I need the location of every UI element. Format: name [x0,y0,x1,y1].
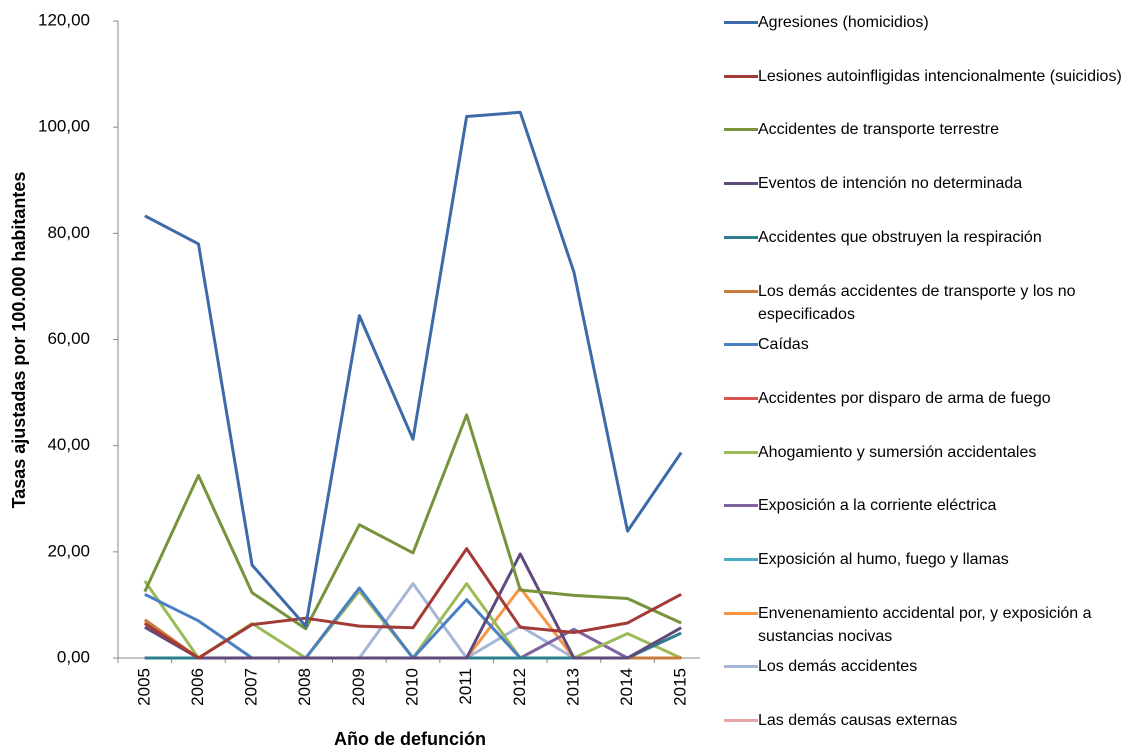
x-tick-label: 2009 [349,668,368,706]
chart: Tasas ajustadas por 100.000 habitantes A… [9,10,700,749]
series-line [144,110,683,628]
legend-label: Caídas [758,336,809,354]
legend-swatch [724,235,758,239]
series-line [144,547,682,660]
legend-label: Accidentes de transporte terrestre [758,121,1000,139]
x-tick-label: 2015 [671,668,690,706]
legend-label: Lesiones autoinfligidas intencionalmente… [758,67,1122,85]
y-tick-label: 20,00 [47,541,90,560]
y-tick-label: 60,00 [47,329,90,348]
legend-swatch [724,396,758,400]
legend-entry: Lesiones autoinfligidas intencionalmente… [724,65,1144,88]
legend-entry: Envenenamiento accidental por, y exposic… [724,602,1144,648]
legend-entry: Ahogamiento y sumersión accidentales [724,441,1144,464]
legend-label: Exposición a la corriente eléctrica [758,497,997,515]
legend-entry: Accidentes de transporte terrestre [724,118,1144,141]
legend-entry: Accidentes por disparo de arma de fuego [724,387,1144,410]
x-tick-label: 2006 [188,668,207,706]
legend-swatch [724,21,758,24]
x-tick-label: 2012 [510,668,529,706]
x-tick-label: 2011 [456,668,475,705]
legend-swatch [724,289,758,293]
legend-swatch [724,504,758,508]
legend-entry: Agresiones (homicidios) [724,11,1144,34]
x-axis-title: Año de defunción [334,729,486,749]
y-tick-label: 0,00 [57,647,90,666]
legend-swatch [724,182,758,186]
legend-entry: Accidentes que obstruyen la respiración [724,226,1144,249]
series-line [144,552,682,660]
legend-swatch [724,128,758,132]
legend-label: Los demás accidentes [758,658,918,676]
legend-swatch [724,558,758,561]
legend-entry: Los demás accidentes [724,655,1144,678]
legend-swatch [724,74,758,78]
x-tick-label: 2013 [563,668,582,706]
legend-label: Ahogamiento y sumersión accidentales [758,443,1037,461]
legend-label: Exposición al humo, fuego y llamas [758,551,1009,568]
series-line [143,580,682,660]
legend-swatch [724,611,758,615]
legend-swatch [724,719,758,723]
series-line [144,627,682,660]
legend-swatch [724,665,758,669]
legend-entry: Exposición a la corriente eléctrica [724,494,1144,517]
legend-label: Las demás causas externas [758,712,958,730]
legend-label: Los demás accidentes de transporte y los… [758,282,1076,323]
legend-label: Accidentes que obstruyen la respiración [758,228,1042,246]
series-line [143,413,682,631]
legend-entry: Exposición al humo, fuego y llamas [724,548,1144,571]
x-tick-label: 2014 [617,668,636,706]
legend-entry: Las demás causas externas [724,709,1144,732]
y-tick-label: 40,00 [47,435,90,454]
y-tick-label: 80,00 [47,223,90,242]
legend-label: Agresiones (homicidios) [758,14,929,31]
legend-swatch [724,343,758,347]
x-tick-label: 2007 [242,668,261,706]
x-tick-label: 2005 [134,668,153,706]
legend-label: Eventos de intención no determinada [758,175,1023,193]
x-tick-label: 2010 [402,668,421,706]
x-tick-label: 2008 [295,668,314,706]
y-tick-label: 120,00 [38,10,90,29]
legend-label: Envenenamiento accidental por, y exposic… [758,604,1092,645]
legend-label: Accidentes por disparo de arma de fuego [758,389,1051,407]
legend-entry: Los demás accidentes de transporte y los… [724,280,1144,326]
legend-entry: Caídas [724,333,1144,356]
legend-swatch [724,450,758,454]
y-tick-label: 100,00 [38,117,90,136]
legend-entry: Eventos de intención no determinada [724,172,1144,195]
y-axis-title: Tasas ajustadas por 100.000 habitantes [9,172,29,509]
